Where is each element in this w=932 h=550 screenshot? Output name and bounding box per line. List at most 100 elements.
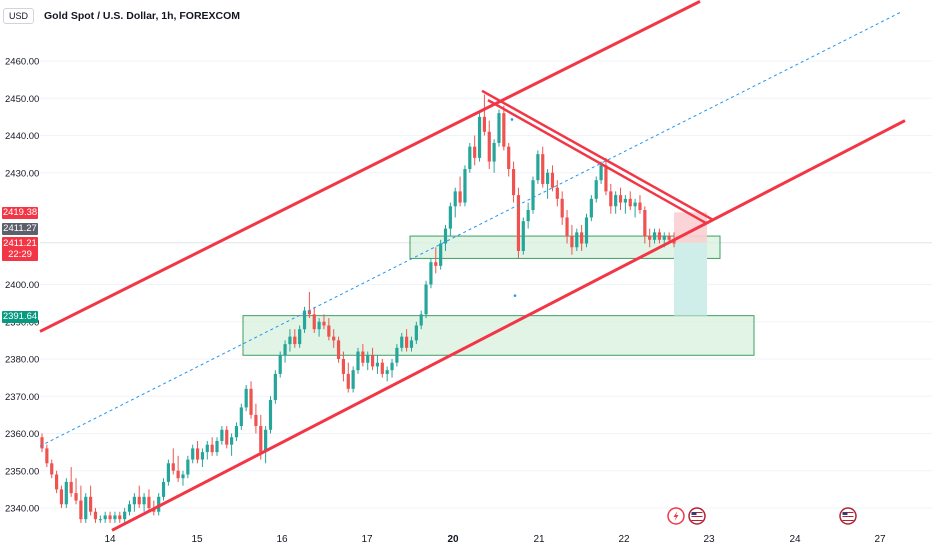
candle-body (672, 239, 676, 244)
candle-body (195, 448, 200, 460)
candle-body (137, 496, 141, 505)
candle-body (458, 191, 462, 203)
candle-body (93, 511, 98, 520)
candle-body (166, 463, 170, 482)
y-tick-label: 2370.00 (5, 392, 39, 403)
candle-body (322, 321, 326, 326)
candle (628, 191, 632, 210)
candle (210, 437, 214, 456)
candle (565, 210, 569, 244)
candle (614, 191, 618, 214)
events-layer[interactable] (667, 507, 857, 525)
candle (657, 228, 662, 244)
candle-body (652, 232, 657, 240)
price-tag-target: 2391.64 (2, 311, 38, 323)
candle (225, 426, 229, 449)
candle-body (536, 154, 540, 181)
lightning-icon[interactable] (667, 507, 685, 525)
candle-body (127, 504, 132, 512)
candle-body (541, 154, 545, 184)
channel-lower-line[interactable] (111, 119, 906, 532)
candle (74, 478, 78, 505)
candle (604, 157, 608, 196)
candle-body (249, 388, 253, 415)
candle-body (390, 362, 394, 371)
candle-body (336, 340, 341, 359)
candle (409, 336, 414, 352)
candle (283, 340, 287, 363)
candle (181, 470, 185, 486)
candle (171, 448, 175, 475)
candle-body (570, 236, 574, 248)
candle-body (405, 336, 409, 348)
candle (429, 258, 433, 289)
candle (356, 347, 360, 374)
candle (555, 180, 559, 207)
candle-body (200, 452, 205, 460)
candle (332, 329, 336, 348)
candle-body (443, 228, 448, 244)
candle-body (511, 169, 516, 196)
candle (643, 206, 647, 244)
candle (638, 195, 642, 214)
candle-body (546, 172, 550, 184)
candle-body (298, 329, 302, 345)
candle (79, 485, 83, 523)
channel-upper-line[interactable] (39, 0, 701, 333)
candle-body (176, 470, 180, 479)
descending-resistance-inner[interactable] (487, 99, 707, 225)
support-zone-upper[interactable] (409, 235, 721, 259)
candle (273, 370, 277, 404)
candle (385, 366, 389, 382)
candle (546, 169, 550, 199)
bar-countdown: 22:29 (8, 249, 32, 260)
trendlines-layer[interactable] (39, 0, 906, 532)
x-tick-label: 17 (361, 534, 373, 545)
candle (191, 444, 195, 464)
us-flag-icon[interactable] (688, 507, 706, 525)
candle-body (54, 474, 59, 490)
candle-body (278, 355, 282, 374)
y-tick-label: 2350.00 (5, 466, 39, 477)
candle-body (453, 191, 457, 207)
candle-body (448, 206, 452, 229)
candle (45, 444, 49, 468)
symbol-title[interactable]: Gold Spot / U.S. Dollar, 1h, FOREXCOM (44, 10, 241, 22)
currency-badge[interactable]: USD (3, 8, 35, 24)
candle (64, 478, 68, 508)
candle (166, 459, 170, 486)
candle (84, 493, 88, 523)
candle-body (439, 243, 443, 266)
candle-body (327, 325, 331, 337)
candle (370, 347, 375, 371)
candle (50, 459, 54, 479)
candle (575, 228, 579, 251)
candle (137, 485, 141, 508)
candle (516, 187, 521, 259)
candle (147, 489, 151, 512)
descending-resistance-outer[interactable] (481, 89, 713, 221)
us-flag-icon[interactable] (839, 507, 857, 525)
candle-body (604, 165, 608, 192)
channel-midline[interactable] (39, 12, 901, 447)
candle (244, 385, 248, 412)
candle (439, 239, 443, 270)
short-position-target[interactable] (674, 242, 707, 316)
candle-body (584, 217, 589, 244)
candle (618, 187, 623, 210)
candle-body (69, 481, 73, 494)
candle-body (268, 399, 273, 430)
candle-body (385, 370, 389, 374)
candle-body (317, 321, 321, 330)
candles-layer (40, 94, 676, 523)
candle (609, 183, 613, 214)
candle (54, 470, 59, 494)
support-zone-lower[interactable] (242, 315, 755, 356)
candle-body (623, 198, 627, 203)
candle-body (638, 202, 642, 210)
candle-body (254, 414, 258, 427)
candle (200, 448, 205, 468)
candle-body (482, 116, 486, 132)
candle (633, 198, 637, 218)
